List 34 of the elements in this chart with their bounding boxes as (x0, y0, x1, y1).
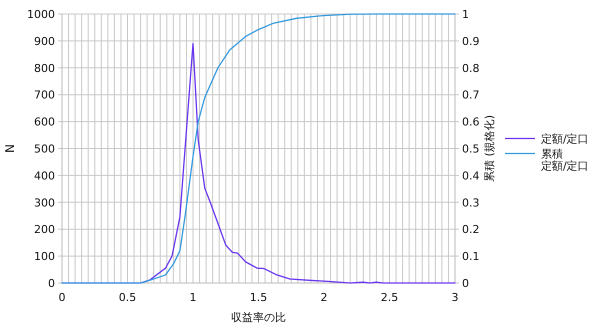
y2-tick-label: 0.9 (462, 34, 480, 48)
x-axis-title: 収益率の比 (231, 311, 286, 324)
y2-tick-label: 0.5 (462, 142, 480, 156)
legend-label: 定額/定口 (541, 132, 589, 146)
y2-tick-label: 0.4 (462, 169, 480, 182)
y2-axis-title: 累積 (規格化) (483, 114, 496, 182)
y-tick-label: 100 (34, 250, 55, 264)
y2-tick-label: 0.1 (462, 250, 480, 264)
x-tick-label: 1 (190, 291, 196, 304)
x-tick-label: 0.5 (118, 291, 136, 304)
y2-tick-label: 0.6 (462, 116, 480, 129)
legend-label: 累積定額/定口 (541, 148, 589, 172)
y-tick-label: 900 (34, 34, 55, 48)
x-tick-label: 3 (452, 291, 458, 304)
y2-tick-label: 0.2 (462, 223, 480, 236)
y2-tick-label: 1 (462, 8, 469, 21)
y2-tick-label: 0 (462, 277, 469, 290)
y-tick-label: 700 (34, 88, 55, 102)
y-tick-label: 800 (34, 62, 55, 75)
x-tick-label: 2.5 (380, 291, 398, 304)
y-tick-label: 1000 (27, 8, 55, 21)
y2-tick-label: 0.3 (462, 196, 480, 210)
y-tick-label: 300 (34, 196, 55, 210)
y-tick-label: 500 (34, 142, 55, 156)
y-tick-label: 0 (48, 277, 55, 290)
x-tick-label: 2 (320, 291, 328, 304)
y2-tick-label: 0.8 (462, 62, 480, 75)
y-tick-label: 200 (34, 223, 55, 236)
y-tick-label: 400 (34, 169, 55, 182)
x-tick-label: 0 (58, 291, 66, 304)
y-axis-title: N (3, 144, 17, 153)
y2-tick-label: 0.7 (462, 88, 480, 102)
x-tick-label: 1.5 (250, 291, 268, 304)
y-tick-label: 600 (34, 116, 55, 129)
